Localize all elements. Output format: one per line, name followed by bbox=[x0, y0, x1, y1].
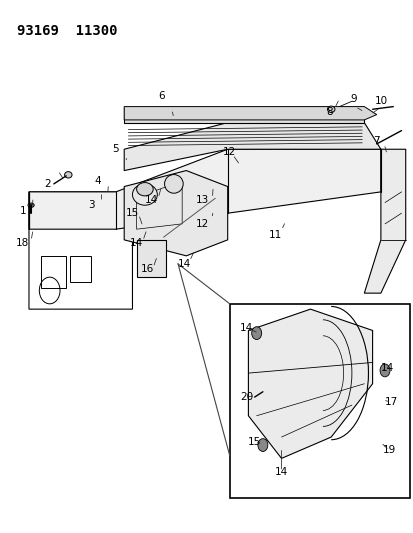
Ellipse shape bbox=[136, 182, 153, 196]
Text: 93169  11300: 93169 11300 bbox=[17, 24, 117, 38]
Text: 18: 18 bbox=[16, 238, 29, 247]
Text: 19: 19 bbox=[382, 446, 395, 455]
Ellipse shape bbox=[132, 184, 157, 205]
Polygon shape bbox=[29, 149, 380, 229]
Text: 14: 14 bbox=[274, 467, 287, 477]
Text: 14: 14 bbox=[239, 323, 252, 333]
Circle shape bbox=[251, 327, 261, 340]
Polygon shape bbox=[248, 309, 372, 458]
Ellipse shape bbox=[327, 106, 334, 112]
Text: 15: 15 bbox=[126, 208, 139, 218]
Text: 4: 4 bbox=[94, 176, 100, 186]
Polygon shape bbox=[229, 304, 409, 498]
Ellipse shape bbox=[164, 175, 183, 193]
Polygon shape bbox=[124, 171, 227, 256]
Polygon shape bbox=[124, 123, 380, 171]
Text: 14: 14 bbox=[130, 238, 143, 247]
Text: 13: 13 bbox=[196, 195, 209, 205]
Circle shape bbox=[379, 364, 389, 377]
Circle shape bbox=[257, 439, 267, 451]
Polygon shape bbox=[124, 107, 376, 120]
Text: 15: 15 bbox=[247, 438, 261, 447]
Text: 14: 14 bbox=[177, 259, 190, 269]
Text: 17: 17 bbox=[384, 398, 397, 407]
Text: 10: 10 bbox=[373, 96, 387, 106]
Text: 3: 3 bbox=[88, 200, 94, 210]
Text: 6: 6 bbox=[158, 91, 164, 101]
Text: 2: 2 bbox=[44, 179, 51, 189]
Text: 1: 1 bbox=[19, 206, 26, 215]
Text: 14: 14 bbox=[380, 363, 393, 373]
Text: 5: 5 bbox=[112, 144, 119, 154]
Polygon shape bbox=[363, 149, 405, 293]
Polygon shape bbox=[124, 107, 363, 123]
Text: 11: 11 bbox=[268, 230, 281, 239]
Text: 16: 16 bbox=[140, 264, 153, 274]
Text: 7: 7 bbox=[373, 136, 379, 146]
Ellipse shape bbox=[28, 203, 34, 207]
Text: 20: 20 bbox=[239, 392, 252, 402]
Text: 8: 8 bbox=[325, 107, 332, 117]
Text: 9: 9 bbox=[350, 94, 356, 103]
Text: 12: 12 bbox=[223, 147, 236, 157]
Text: 14: 14 bbox=[144, 195, 157, 205]
Ellipse shape bbox=[64, 172, 72, 178]
Polygon shape bbox=[136, 240, 165, 277]
Text: 12: 12 bbox=[196, 219, 209, 229]
